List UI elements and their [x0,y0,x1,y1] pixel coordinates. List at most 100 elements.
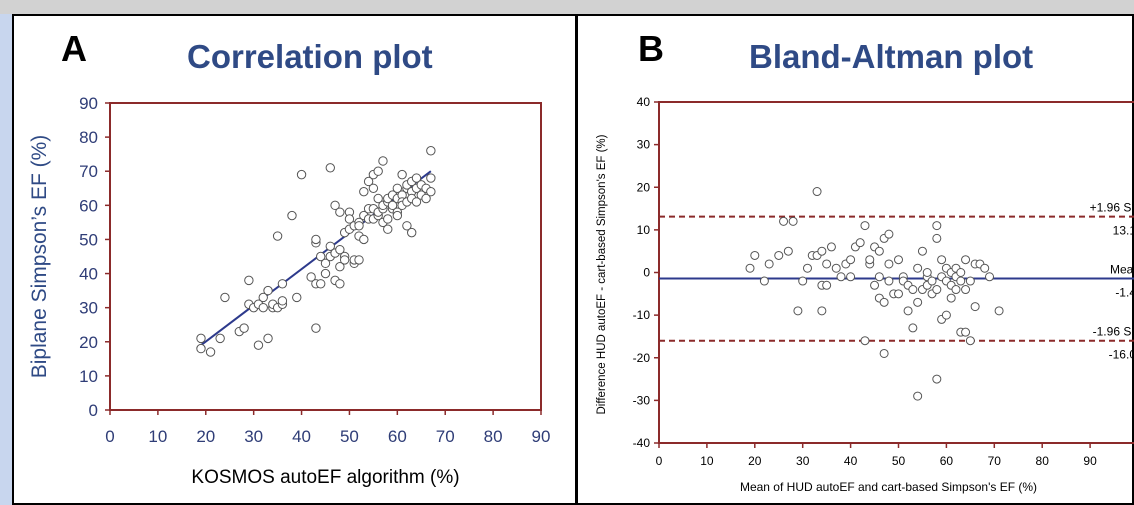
figure-frame [12,14,1134,505]
x-tick-label: 30 [796,454,810,468]
y-tick-label: -30 [633,393,651,407]
data-point [985,272,995,282]
data-point [373,193,383,204]
data-point [961,285,971,295]
data-point [779,216,789,226]
data-point [870,280,880,290]
reference-line-value: -1.4 [1115,285,1134,299]
data-point [793,306,803,316]
data-point [335,279,345,289]
x-tick-label: 70 [436,427,455,446]
data-point [874,272,884,282]
data-point [908,323,918,333]
data-point [311,234,321,245]
panel-divider [575,14,578,505]
data-point [339,255,350,265]
x-tick-label: 10 [700,454,714,468]
data-point [325,163,335,173]
data-point [354,221,364,231]
data-point [296,169,307,180]
y-tick-label: 20 [79,333,98,352]
data-point [884,229,894,239]
x-tick-label: 0 [656,454,663,468]
data-point [932,285,942,295]
panel-b: B Bland-Altman plot 0 10 20 30 40 50 60 70 80 90 1… [578,16,1134,505]
y-tick-label: 80 [79,128,98,147]
x-axis-title: Mean of HUD autoEF and cart-based Simpso… [740,480,1037,494]
panel-b-label: B [638,28,664,69]
x-tick-label: 50 [892,454,906,468]
data-point [373,166,383,176]
data-point [817,306,827,316]
data-point [411,173,422,183]
data-point [383,224,393,234]
y-tick-label: 60 [79,196,98,215]
data-point [932,374,942,384]
y-axis-title: Biplane Simpson’s EF (%) [28,135,51,379]
data-point [764,259,774,269]
panel-a: A Correlation plot 0 10 20 30 40 50 60 70 80 90 0 1… [14,16,575,505]
y-axis-title: Difference HUD autoEF - cart-based Simps… [596,134,608,414]
data-point [253,340,264,350]
regression-line [200,170,432,346]
data-point [970,302,980,312]
data-point [894,255,903,265]
y-tick-label: 40 [637,95,651,109]
x-tick-label: 40 [292,427,311,446]
y-tick-label: -40 [633,436,651,450]
data-point [407,227,417,238]
data-point [913,263,923,273]
x-tick-label: 60 [940,454,954,468]
x-tick-label: 80 [1036,454,1050,468]
data-point [397,169,407,180]
data-point [306,272,316,282]
data-point [325,241,335,251]
data-point [258,292,268,303]
data-point [263,285,273,296]
data-point [263,333,273,344]
reference-line-value: 13.1 [1113,224,1134,238]
panel-a-label: A [61,28,87,69]
x-tick-label: 0 [105,427,114,446]
data-point [798,276,808,286]
data-point [884,276,894,286]
correlation-chart: 0 10 20 30 40 50 60 70 80 90 0 10 20 30 40 50 60 70 80 90 KO… [28,94,550,488]
reference-line-name: +1.96 SD [1090,201,1134,215]
data-point [946,293,956,303]
data-point [965,336,975,346]
y-tick-label: 70 [79,162,98,181]
data-point [956,276,966,286]
panel-b-title: Bland-Altman plot [749,38,1034,75]
data-point [402,221,412,231]
data-point [392,183,403,193]
data-point [378,156,388,166]
data-point [330,200,340,211]
data-point [932,221,942,231]
x-tick-label: 70 [988,454,1002,468]
window-left-strip [0,14,12,505]
y-tick-label: 50 [79,230,98,249]
y-tick-label: 10 [637,223,651,237]
data-point [836,272,846,282]
data-point [287,210,297,221]
data-point [363,176,374,187]
y-tick-label: 0 [89,401,98,420]
data-point [788,216,798,226]
data-point [239,323,249,333]
y-tick-label: 30 [637,138,651,152]
x-axis-title: KOSMOS autoEF algorithm (%) [191,467,459,488]
data-point [320,258,331,269]
y-tick-label: 90 [79,94,98,113]
data-point [879,348,889,358]
data-point [855,238,865,248]
data-point [817,246,827,256]
data-point [344,214,355,224]
data-point [335,207,345,217]
y-tick-label: 30 [79,299,98,318]
data-point [846,272,856,282]
data-point [826,242,836,252]
data-point [937,255,947,265]
data-point [980,263,990,273]
y-tick-label: 40 [79,265,98,284]
data-point [750,250,760,260]
